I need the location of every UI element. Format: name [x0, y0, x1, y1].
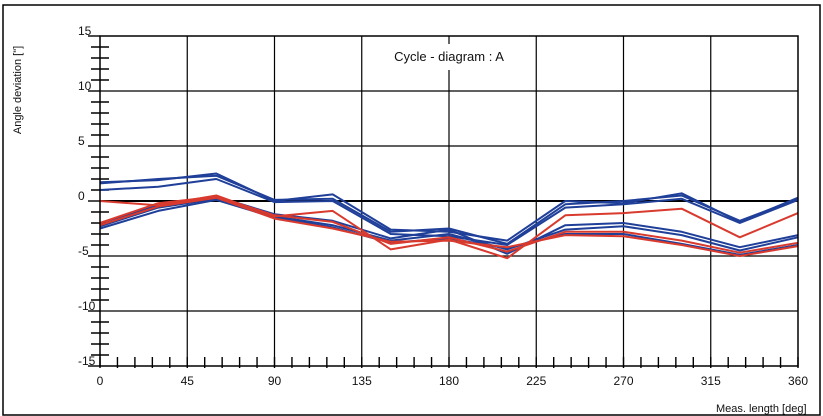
x-tick-label: 135 — [352, 374, 372, 388]
x-tick-label: 90 — [268, 374, 282, 388]
tick-labels: 0 45 90 135 180 225 270 315 360 15 10 5 0 -5 -10 -15 — [78, 24, 808, 388]
x-tick-label: 0 — [97, 374, 104, 388]
y-tick-label: -15 — [78, 354, 96, 368]
series-line-6 — [99, 198, 799, 256]
x-tick-label: 315 — [701, 374, 721, 388]
y-tick-label: 5 — [78, 134, 85, 148]
series-line-9 — [99, 196, 799, 257]
y-axis-label: Angle deviation ["] — [12, 46, 24, 134]
x-axis-label: Meas. length [deg] — [716, 403, 807, 415]
x-tick-label: 225 — [526, 374, 546, 388]
x-tick-label: 270 — [613, 374, 633, 388]
plot-border — [99, 35, 799, 367]
x-tick-label: 45 — [181, 374, 195, 388]
series-line-7 — [99, 194, 799, 260]
y-tick-label: 0 — [78, 189, 85, 203]
series-line-2 — [99, 174, 799, 245]
series-line-1 — [99, 172, 799, 242]
y-tick-label: -10 — [78, 299, 96, 313]
chart-title: Cycle - diagram : A — [394, 49, 504, 64]
data-series — [99, 172, 799, 260]
y-tick-label: 10 — [78, 79, 92, 93]
y-tick-label: -5 — [78, 244, 89, 258]
grid — [100, 36, 798, 366]
series-line-3 — [99, 178, 799, 246]
series-line-8 — [99, 195, 799, 254]
x-tick-label: 180 — [439, 374, 459, 388]
title-box — [368, 44, 530, 70]
y-tick-label: 15 — [78, 24, 92, 38]
x-tick-label: 360 — [788, 374, 808, 388]
series-line-5 — [99, 197, 799, 252]
